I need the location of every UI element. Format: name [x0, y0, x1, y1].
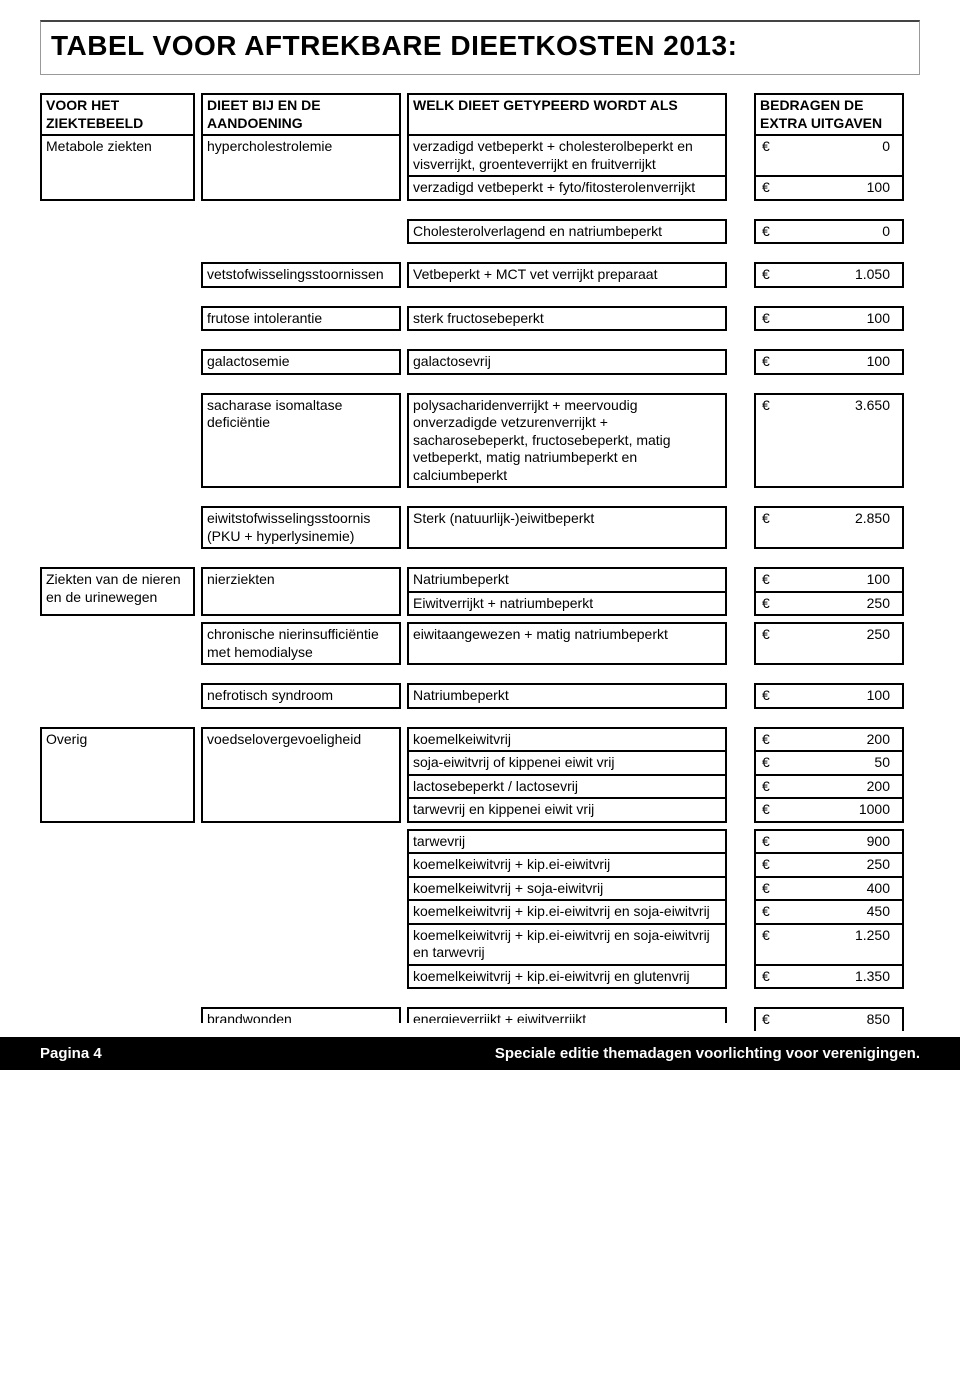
dieet-cell: koemelkeiwitvrij + kip.ei-eiwitvrij en s…: [407, 901, 727, 925]
aandoening-cell: sacharase isomaltase deficiëntie: [201, 393, 401, 489]
dieet-cell: soja-eiwitvrij of kippenei eiwit vrij: [407, 752, 727, 776]
bedrag-cell: €250: [754, 622, 904, 665]
aandoening-cell: chronische nierinsufficiëntie met hemodi…: [201, 622, 401, 665]
ziektebeeld-cell: Overig: [40, 727, 195, 823]
dieet-cell: eiwitaangewezen + matig natriumbeperkt: [407, 622, 727, 665]
page-title: TABEL VOOR AFTREKBARE DIEETKOSTEN 2013:: [51, 30, 909, 62]
dieet-cell: Eiwitverrijkt + natriumbeperkt: [407, 593, 727, 617]
aandoening-cell: hypercholestrolemie: [201, 136, 401, 201]
diet-table: VOOR HET ZIEKTEBEELD DIEET BIJ EN DE AAN…: [40, 93, 920, 1031]
dieet-cell: lactosebeperkt / lactosevrij: [407, 776, 727, 800]
bedrag-cell: €200: [754, 776, 904, 800]
bedrag-cell: €1000: [754, 799, 904, 823]
bedrag-cell: €100: [754, 177, 904, 201]
bedrag-cell: €900: [754, 829, 904, 855]
bedrag-cell: €100: [754, 349, 904, 375]
dieet-cell: Cholesterolverlagend en natriumbeperkt: [407, 219, 727, 245]
dieet-cell: koemelkeiwitvrij + kip.ei-eiwitvrij: [407, 854, 727, 878]
dieet-cell: Vetbeperkt + MCT vet verrijkt preparaat: [407, 262, 727, 288]
aandoening-cell: frutose intolerantie: [201, 306, 401, 332]
dieet-cell: Sterk (natuurlijk-)eiwitbeperkt: [407, 506, 727, 549]
bedrag-cell: €250: [754, 854, 904, 878]
bedrag-cell: €2.850: [754, 506, 904, 549]
aandoening-cell: vetstofwisselingsstoornissen: [201, 262, 401, 288]
ziektebeeld-cell: Metabole ziekten: [40, 136, 195, 201]
dieet-cell: verzadigd vetbeperkt + cholesterolbeperk…: [407, 136, 727, 177]
dieet-cell: polysacharidenverrijkt + meervoudig onve…: [407, 393, 727, 489]
bedrag-cell: €50: [754, 752, 904, 776]
bedrag-cell: €100: [754, 306, 904, 332]
aandoening-cell: nefrotisch syndroom: [201, 683, 401, 709]
bedrag-cell: €1.250: [754, 925, 904, 966]
footer-right: Speciale editie themadagen voorlichting …: [495, 1045, 920, 1062]
dieet-cell: sterk fructosebeperkt: [407, 306, 727, 332]
dieet-cell: tarwevrij en kippenei eiwit vrij: [407, 799, 727, 823]
dieet-cell: koemelkeiwitvrij + soja-eiwitvrij: [407, 878, 727, 902]
dieet-cell: tarwevrij: [407, 829, 727, 855]
aandoening-cell: brandwonden: [201, 1007, 401, 1023]
bedrag-cell: €0: [754, 136, 904, 177]
bedrag-cell: €1.050: [754, 262, 904, 288]
aandoening-cell: eiwitstofwisselingsstoornis (PKU + hyper…: [201, 506, 401, 549]
bedrag-cell: €100: [754, 567, 904, 593]
dieet-cell: verzadigd vetbeperkt + fyto/fitosterolen…: [407, 177, 727, 201]
spacer: [733, 93, 748, 136]
dieet-cell: energieverrijkt + eiwitverrijkt: [407, 1007, 727, 1023]
dieet-cell: koemelkeiwitvrij: [407, 727, 727, 753]
bedrag-cell: €0: [754, 219, 904, 245]
dieet-cell: koemelkeiwitvrij + kip.ei-eiwitvrij en s…: [407, 925, 727, 966]
bedrag-cell: €850: [754, 1007, 904, 1031]
header-dieet: WELK DIEET GETYPEERD WORDT ALS: [407, 93, 727, 136]
bedrag-cell: €200: [754, 727, 904, 753]
bedrag-cell: €400: [754, 878, 904, 902]
dieet-cell: galactosevrij: [407, 349, 727, 375]
bedrag-cell: €250: [754, 593, 904, 617]
dieet-cell: Natriumbeperkt: [407, 567, 727, 593]
header-ziektebeeld: VOOR HET ZIEKTEBEELD: [40, 93, 195, 136]
aandoening-cell: nierziekten: [201, 567, 401, 616]
footer-left: Pagina 4: [40, 1045, 102, 1062]
page-title-box: TABEL VOOR AFTREKBARE DIEETKOSTEN 2013:: [40, 20, 920, 75]
ziektebeeld-cell: Ziekten van de nieren en de urinewegen: [40, 567, 195, 616]
page-footer: Pagina 4 Speciale editie themadagen voor…: [0, 1037, 960, 1070]
bedrag-cell: €100: [754, 683, 904, 709]
aandoening-cell: galactosemie: [201, 349, 401, 375]
dieet-cell: koemelkeiwitvrij + kip.ei-eiwitvrij en g…: [407, 966, 727, 990]
aandoening-cell: voedselovergevoeligheid: [201, 727, 401, 823]
bedrag-cell: €450: [754, 901, 904, 925]
dieet-cell: Natriumbeperkt: [407, 683, 727, 709]
bedrag-cell: €3.650: [754, 393, 904, 489]
header-bedragen: BEDRAGEN DE EXTRA UITGAVEN: [754, 93, 904, 136]
bedrag-cell: €1.350: [754, 966, 904, 990]
header-aandoening: DIEET BIJ EN DE AANDOENING: [201, 93, 401, 136]
